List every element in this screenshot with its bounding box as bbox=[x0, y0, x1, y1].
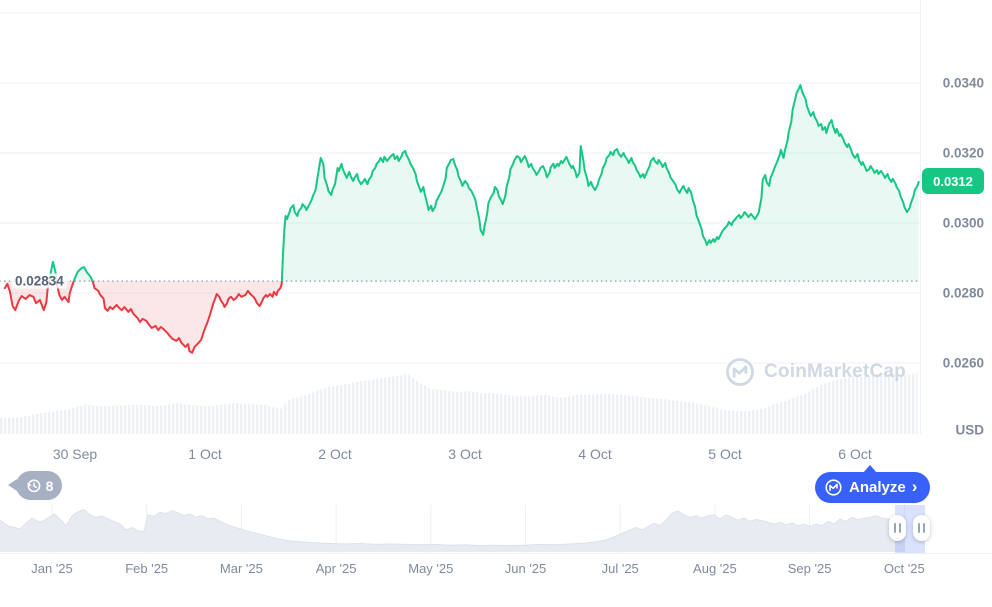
month-axis-tick: Aug '25 bbox=[693, 561, 737, 576]
date-axis-tick: 4 Oct bbox=[578, 446, 612, 462]
price-axis: 0.0312 USD 0.0340 0.0320 0.0300 0.0280 0.026… bbox=[920, 0, 992, 607]
date-axis: 30 Sep 1 Oct 2 Oct 3 Oct 4 Oct 5 Oct 6 Oct bbox=[0, 446, 920, 466]
analyze-label: Analyze bbox=[849, 479, 906, 496]
month-axis-tick: Feb '25 bbox=[125, 561, 169, 576]
month-axis-tick: May '25 bbox=[408, 561, 454, 576]
history-clock-icon bbox=[26, 479, 40, 493]
date-axis-tick: 1 Oct bbox=[188, 446, 222, 462]
month-axis-tick: Jun '25 bbox=[504, 561, 547, 576]
date-axis-tick: 3 Oct bbox=[448, 446, 482, 462]
month-axis-tick: Mar '25 bbox=[219, 561, 263, 576]
price-axis-tick: 0.0260 bbox=[942, 355, 984, 371]
date-axis-tick: 2 Oct bbox=[318, 446, 352, 462]
history-button[interactable]: 8 bbox=[8, 471, 62, 500]
price-axis-tick: 0.0340 bbox=[942, 75, 984, 91]
price-axis-tick: 0.0300 bbox=[942, 215, 984, 231]
baseline-price-label: 0.02834 bbox=[12, 273, 67, 289]
main-price-chart[interactable] bbox=[0, 0, 920, 434]
chevron-right-icon: › bbox=[911, 476, 918, 496]
price-axis-tick: 0.0320 bbox=[942, 145, 984, 161]
navigator-minichart[interactable] bbox=[0, 505, 992, 553]
analyze-cmc-icon bbox=[825, 479, 842, 496]
month-axis-tick: Jan '25 bbox=[31, 561, 73, 576]
month-axis-tick: Sep '25 bbox=[787, 561, 832, 576]
month-axis-tick: Apr '25 bbox=[315, 561, 357, 576]
last-price-badge: 0.0312 bbox=[922, 168, 984, 194]
history-count: 8 bbox=[45, 477, 54, 494]
date-axis-tick: 30 Sep bbox=[52, 446, 98, 462]
price-axis-tick: 0.0280 bbox=[942, 285, 984, 301]
axis-unit-label: USD bbox=[955, 422, 984, 438]
navigator-right-handle[interactable] bbox=[913, 515, 930, 541]
analyze-tooltip-pointer bbox=[863, 465, 877, 473]
date-axis-tick: 6 Oct bbox=[838, 446, 872, 462]
axis-divider bbox=[920, 0, 921, 434]
navigator-left-handle[interactable] bbox=[889, 515, 906, 541]
main-chart-area: CoinMarketCap 0.02834 bbox=[0, 0, 921, 434]
month-axis: Jan '25 Feb '25 Mar '25 Apr '25 May '25 Jun '… bbox=[0, 561, 992, 579]
history-pill-tail bbox=[8, 479, 17, 491]
month-axis-tick: Jul '25 bbox=[601, 561, 639, 576]
date-axis-tick: 5 Oct bbox=[708, 446, 742, 462]
analyze-button[interactable]: Analyze › bbox=[815, 465, 931, 503]
timeline-navigator[interactable] bbox=[0, 505, 992, 554]
month-axis-tick: Oct '25 bbox=[883, 561, 925, 576]
